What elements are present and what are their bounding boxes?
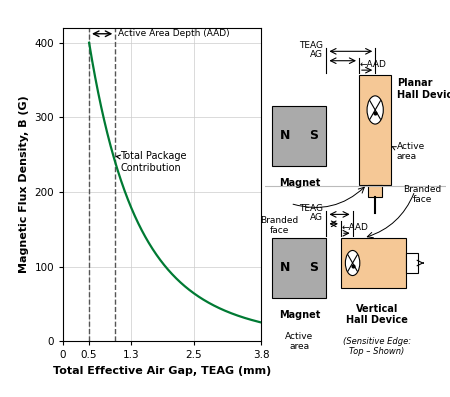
Text: Magnet: Magnet [279,310,320,320]
Text: N: N [280,261,290,274]
Text: ←AAD: ←AAD [360,60,387,69]
Text: Active
area: Active area [285,332,314,351]
FancyBboxPatch shape [368,185,382,197]
Text: Active Area Depth (AAD): Active Area Depth (AAD) [118,29,230,38]
Y-axis label: Magnetic Flux Density, B (G): Magnetic Flux Density, B (G) [19,96,29,274]
Text: Branded
face: Branded face [403,185,441,204]
FancyBboxPatch shape [341,238,406,288]
X-axis label: Total Effective Air Gap, TEAG (mm): Total Effective Air Gap, TEAG (mm) [53,366,271,376]
Text: S: S [309,129,318,143]
Text: TEAG: TEAG [299,204,323,213]
Text: Planar
Hall Device: Planar Hall Device [397,78,450,100]
Text: TEAG: TEAG [299,41,323,50]
Circle shape [346,251,360,276]
FancyBboxPatch shape [359,75,392,185]
Circle shape [367,96,383,124]
Text: Vertical
Hall Device: Vertical Hall Device [346,304,408,326]
FancyBboxPatch shape [406,253,419,273]
Text: Total Package
Contribution: Total Package Contribution [117,151,187,173]
Text: Branded
face: Branded face [261,216,299,235]
Text: AG: AG [310,50,323,59]
Text: AG: AG [310,213,323,222]
Text: Active
area: Active area [392,142,425,161]
Text: N: N [280,129,290,143]
Text: ←AAD: ←AAD [342,223,369,231]
FancyBboxPatch shape [272,238,327,297]
FancyBboxPatch shape [272,106,327,166]
Text: S: S [309,261,318,274]
Text: (Sensitive Edge:
Top – Shown): (Sensitive Edge: Top – Shown) [343,337,411,356]
Text: Magnet: Magnet [279,178,320,188]
